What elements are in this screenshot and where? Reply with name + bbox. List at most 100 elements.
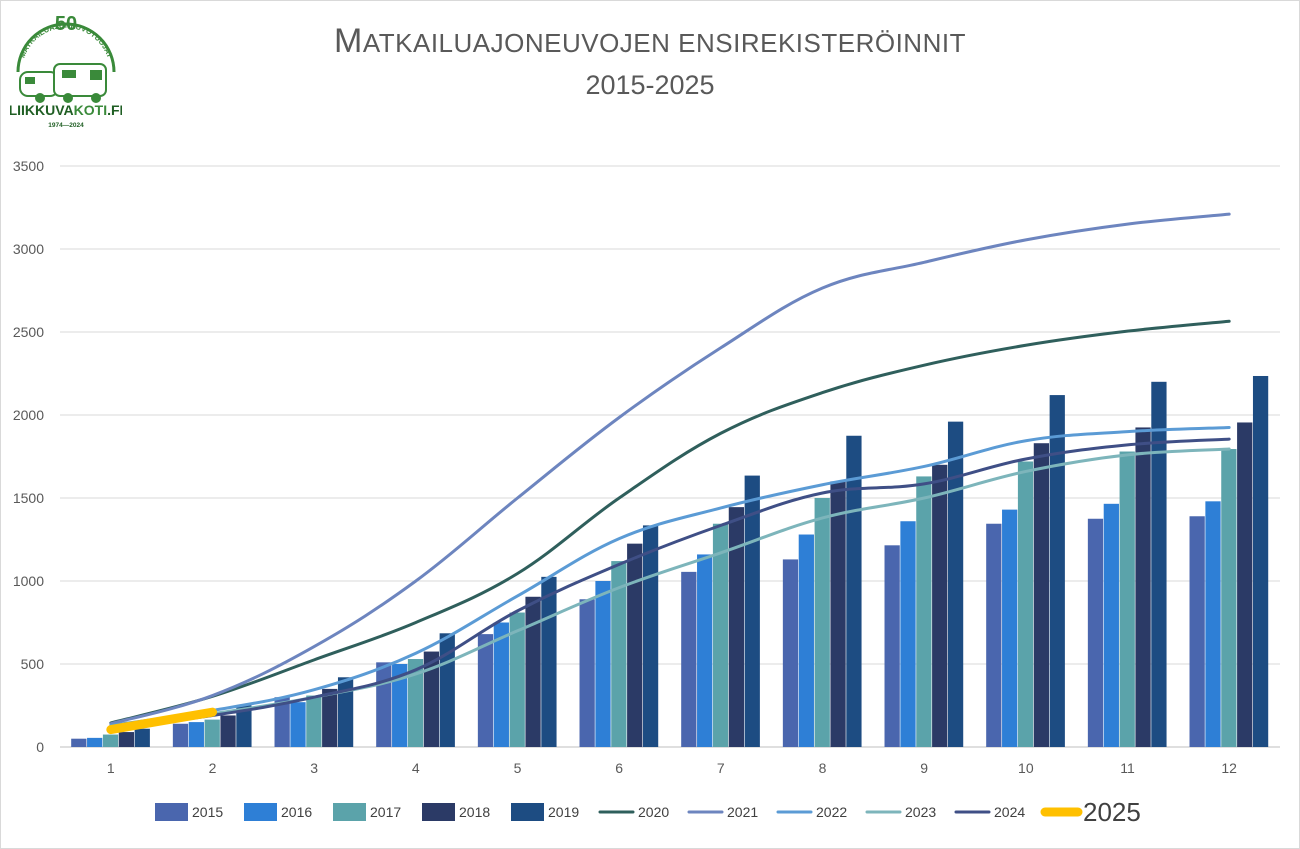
bar-2015	[1087, 518, 1104, 747]
legend-label-2017: 2017	[370, 804, 401, 820]
bar-2015	[681, 571, 697, 747]
bar-2019	[1151, 381, 1167, 747]
bar-2019	[337, 677, 354, 747]
legend-swatch-2016	[244, 803, 277, 821]
bar-2015	[579, 599, 595, 747]
bar-2018	[830, 481, 846, 747]
bar-2015	[71, 738, 87, 747]
legend-label-2019: 2019	[548, 804, 579, 820]
bar-2015	[172, 723, 189, 747]
chart-title-cap: M	[334, 22, 363, 60]
bar-2017	[509, 612, 525, 747]
bar-2018	[322, 688, 338, 747]
bar-2017	[712, 523, 729, 747]
line-2024	[109, 437, 1231, 730]
bar-2019	[541, 576, 557, 747]
bar-2019	[642, 525, 659, 747]
bar-2016	[697, 554, 713, 747]
bar-2018	[423, 651, 440, 747]
y-tick-label: 1500	[13, 490, 44, 506]
logo-brand-a: LIIKKUVA	[10, 102, 74, 118]
x-tick-label: 8	[819, 760, 827, 776]
bar-2017	[1221, 449, 1237, 747]
bar-2016	[87, 737, 103, 747]
x-tick-label: 7	[717, 760, 725, 776]
x-tick-label: 3	[310, 760, 318, 776]
legend-swatch-2019	[511, 803, 544, 821]
bar-2017	[611, 561, 627, 747]
bar-2017	[306, 695, 322, 747]
bar-2017	[814, 498, 830, 747]
legend-swatch-2017	[333, 803, 366, 821]
chart-subtitle: 2015-2025	[585, 70, 715, 100]
bar-2016	[1103, 503, 1119, 747]
logo-brand-c: .FI	[107, 102, 122, 118]
x-tick-label: 6	[615, 760, 623, 776]
line-2021	[109, 212, 1231, 726]
bar-2015	[477, 634, 494, 747]
legend-label-2025: 2025	[1083, 797, 1141, 827]
bar-2017	[407, 659, 424, 747]
svg-text:LIIKKUVAKOTI.FI: LIIKKUVAKOTI.FI	[10, 102, 122, 118]
bar-2018	[118, 732, 135, 747]
legend-label-2015: 2015	[192, 804, 223, 820]
bar-2016	[595, 581, 611, 747]
legend-label-2022: 2022	[816, 804, 847, 820]
bar-2017	[1017, 461, 1034, 747]
bar-2015	[986, 523, 1002, 747]
x-tick-label: 12	[1221, 760, 1237, 776]
bar-2017	[102, 734, 119, 747]
bar-2016	[1205, 501, 1221, 747]
bar-2019	[134, 728, 150, 747]
bar-2015	[782, 559, 799, 747]
bar-2018	[1237, 422, 1253, 747]
bar-2016	[900, 521, 916, 747]
logo-number: 50	[55, 13, 77, 35]
bar-2016	[290, 702, 306, 747]
logo-brand-b: KOTI	[74, 102, 107, 118]
y-tick-label: 500	[21, 656, 45, 672]
legend-label-2018: 2018	[459, 804, 490, 820]
bar-2018	[525, 596, 541, 747]
bar-2016	[798, 534, 814, 747]
chart-title: MATKAILUAJONEUVOJEN ENSIREKISTERÖINNIT	[0, 22, 1300, 61]
x-tick-label: 10	[1018, 760, 1034, 776]
y-tick-label: 2000	[13, 407, 44, 423]
bar-2018	[1135, 427, 1151, 747]
logo-years: 1974—2024	[48, 122, 84, 129]
bar-2016	[188, 722, 204, 747]
bar-2015	[376, 662, 392, 747]
legend-swatch-2018	[422, 803, 455, 821]
bar-2015	[884, 545, 900, 747]
bar-2017	[916, 476, 932, 747]
bar-2017	[204, 719, 220, 747]
y-tick-label: 3500	[13, 158, 44, 174]
line-2022	[109, 425, 1231, 727]
legend-label-2016: 2016	[281, 804, 312, 820]
y-tick-label: 0	[36, 739, 44, 755]
legend-label-2021: 2021	[727, 804, 758, 820]
caravan-icon	[19, 63, 107, 103]
bar-2018	[220, 715, 236, 747]
legend-label-2024: 2024	[994, 804, 1025, 820]
legend-label-2023: 2023	[905, 804, 936, 820]
y-tick-label: 1000	[13, 573, 44, 589]
bar-2018	[627, 543, 643, 747]
liikkuvakoti-logo: 50 MATKAILUAJONEUVOTUOJAT LIIKKUVAKOTI.F…	[10, 13, 122, 129]
chart-title-rest: ATKAILUAJONEUVOJEN ENSIREKISTERÖINNIT	[362, 28, 966, 58]
x-tick-label: 9	[920, 760, 928, 776]
bar-2015	[1189, 516, 1205, 747]
bar-2017	[1119, 451, 1135, 747]
bar-2015	[274, 697, 290, 747]
bar-2016	[1002, 509, 1018, 747]
x-tick-label: 1	[107, 760, 115, 776]
bar-2016	[493, 622, 509, 747]
bar-2018	[728, 507, 745, 747]
legend-swatch-2015	[155, 803, 188, 821]
bar-2019	[846, 435, 862, 747]
bar-2019	[1252, 375, 1269, 747]
legend-label-2020: 2020	[638, 804, 669, 820]
bar-2018	[932, 464, 948, 747]
bar-2018	[1033, 443, 1050, 747]
